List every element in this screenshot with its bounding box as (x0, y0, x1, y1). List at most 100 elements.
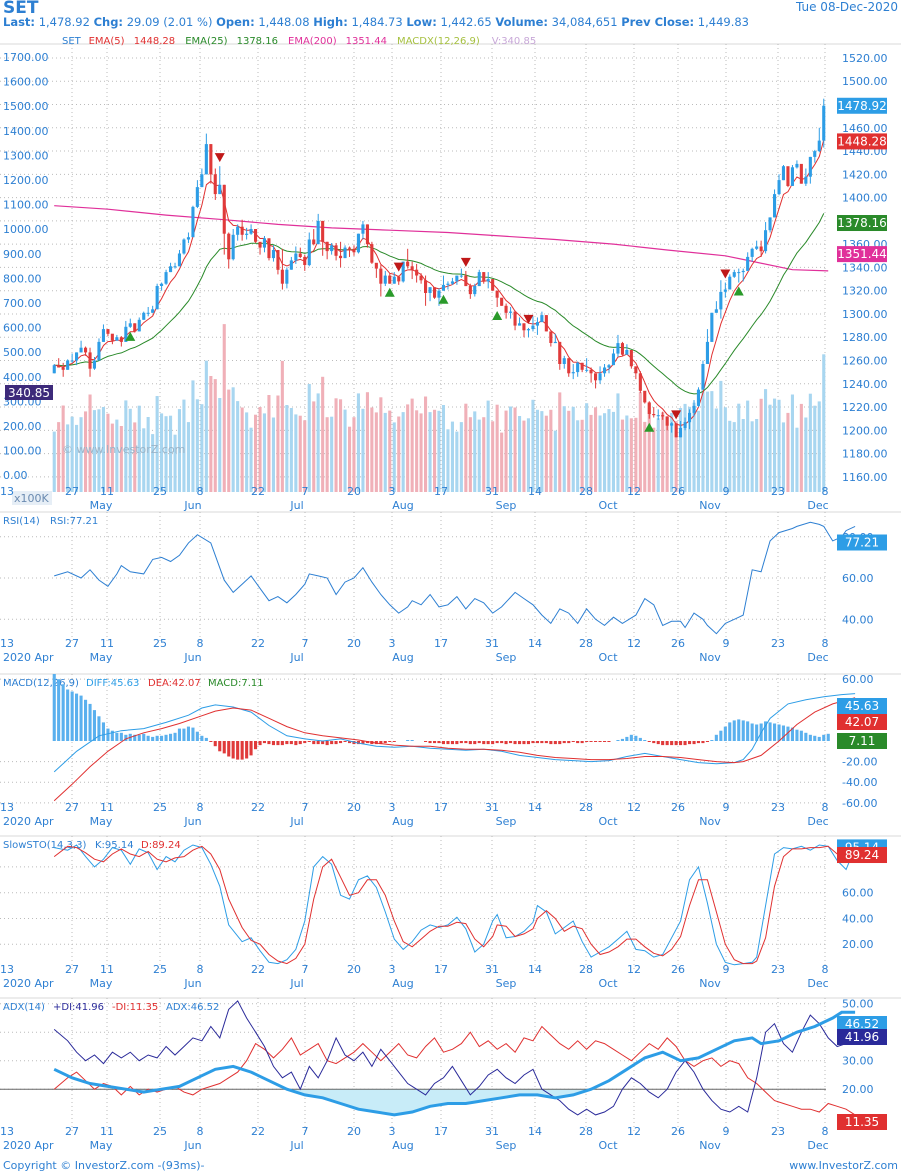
x-axis-month-label: Jul (289, 651, 303, 664)
candle-body (128, 323, 132, 327)
x-axis-tick-label: 11 (100, 963, 114, 976)
volume-bar (544, 415, 548, 492)
volume-bar (307, 384, 311, 492)
macd-histogram-bar (661, 741, 665, 746)
candle-body (468, 286, 472, 295)
macd-histogram-bar (392, 741, 396, 742)
candle-body (218, 184, 222, 195)
candle-body (634, 366, 638, 374)
volume-bar (236, 401, 240, 492)
macd-histogram-bar (571, 741, 575, 742)
stoch-last-badge-bg (837, 847, 887, 864)
volume-bar (665, 417, 669, 492)
x-axis-year-label: 2020 Apr (3, 977, 54, 990)
candle-body (258, 241, 262, 248)
volume-bar (200, 404, 204, 492)
volume-bar (656, 418, 660, 492)
volume-bar (580, 419, 584, 492)
volume-bar (822, 354, 826, 492)
candle-body (124, 326, 128, 342)
x-axis-tick-label: 17 (434, 801, 448, 814)
macd-histogram-bar (688, 741, 692, 745)
macd-histogram-bar (177, 728, 181, 741)
x-axis-tick-label: 14 (528, 485, 542, 498)
volume-bar (638, 392, 642, 492)
x-axis-month-label: Jun (183, 1139, 201, 1152)
volume-bar (625, 415, 629, 492)
x-axis-tick-label: 14 (528, 637, 542, 650)
x-axis-tick-label: 22 (251, 963, 265, 976)
volume-bar (611, 411, 615, 492)
volume-axis-tick-label: 400.00 (3, 371, 42, 384)
macd-histogram-bar (151, 736, 155, 741)
x-axis-month-label: Jul (289, 1139, 303, 1152)
volume-bar (177, 409, 181, 492)
macd-histogram-bar (589, 741, 593, 742)
price-axis-tick-label: 1200.00 (842, 424, 888, 437)
macd-histogram-bar (746, 721, 750, 741)
candle-body (285, 269, 289, 284)
macd-histogram-bar (692, 741, 696, 745)
x-axis-tick-label: 26 (671, 963, 685, 976)
macd-histogram-bar (213, 741, 217, 747)
macd-histogram-bar (495, 741, 499, 744)
x-axis-tick-label: 17 (434, 485, 448, 498)
x-axis-tick-label: 13 (0, 963, 14, 976)
x-axis-tick-label: 13 (0, 1125, 14, 1138)
site-url-link[interactable]: www.InvestorZ.com (789, 1159, 898, 1172)
macd-dea-line (53, 697, 856, 802)
macd-dea-text: DEA:42.07 (148, 678, 201, 689)
macd-histogram-bar (92, 710, 96, 741)
macd-last-badge-bg (837, 698, 887, 714)
candle-body (518, 323, 522, 326)
macd-histogram-bar (652, 741, 656, 744)
macd-histogram-bar (603, 741, 607, 742)
candle-body (115, 337, 119, 341)
x-axis-tick-label: 22 (251, 637, 265, 650)
volume-bar (535, 409, 539, 492)
volume-bar (531, 399, 535, 492)
x-axis-tick-label: 11 (100, 801, 114, 814)
x-axis-tick-label: 14 (528, 963, 542, 976)
macd-histogram-bar (755, 724, 759, 741)
x-axis-month-label: Nov (699, 1139, 721, 1152)
candle-body (526, 329, 530, 331)
price-label-badge: 1478.92 (837, 99, 887, 113)
candle-body (245, 233, 249, 235)
candle-body (544, 315, 548, 332)
price-legend-item: 1351.44 (346, 36, 387, 47)
macd-histogram-bar (679, 741, 683, 746)
price-axis-tick-label: 1460.00 (842, 122, 888, 135)
macd-histogram-bar (518, 741, 522, 745)
candle-body (379, 268, 383, 284)
candle-body (227, 233, 231, 260)
macd-histogram-bar (437, 741, 441, 744)
stoch-d-text: D:89.24 (141, 840, 181, 851)
candle-body (433, 287, 437, 298)
candle-body (146, 312, 150, 314)
macd-histogram-bar (670, 741, 674, 746)
volume-bar (741, 419, 745, 492)
macd-histogram-bar (638, 737, 642, 741)
volume-axis-tick-label: 700.00 (3, 297, 42, 310)
x-axis-tick-label: 12 (627, 963, 641, 976)
volume-bar (204, 360, 208, 492)
buy-signal-marker (384, 287, 395, 297)
macd-histogram-bar (75, 693, 79, 741)
volume-bar (468, 417, 472, 492)
x-axis-tick-label: 8 (822, 1125, 829, 1138)
candle-body (348, 247, 352, 249)
adx-axis-tick-label: 50.00 (842, 998, 874, 1011)
x-axis-tick-label: 8 (822, 485, 829, 498)
volume-bar (571, 406, 575, 492)
macd-histogram-bar (549, 741, 553, 745)
candle-body (392, 276, 396, 284)
volume-axis-tick-label: 1500.00 (3, 100, 49, 113)
price-label-badge-bg (837, 246, 887, 263)
candle-body (795, 163, 799, 168)
volume-bar (343, 409, 347, 492)
candle-body (790, 167, 794, 186)
stoch-axis-tick-label: 60.00 (842, 887, 874, 900)
macd-histogram-bar (790, 727, 794, 741)
volume-axis-tick-label: 1600.00 (3, 76, 49, 89)
